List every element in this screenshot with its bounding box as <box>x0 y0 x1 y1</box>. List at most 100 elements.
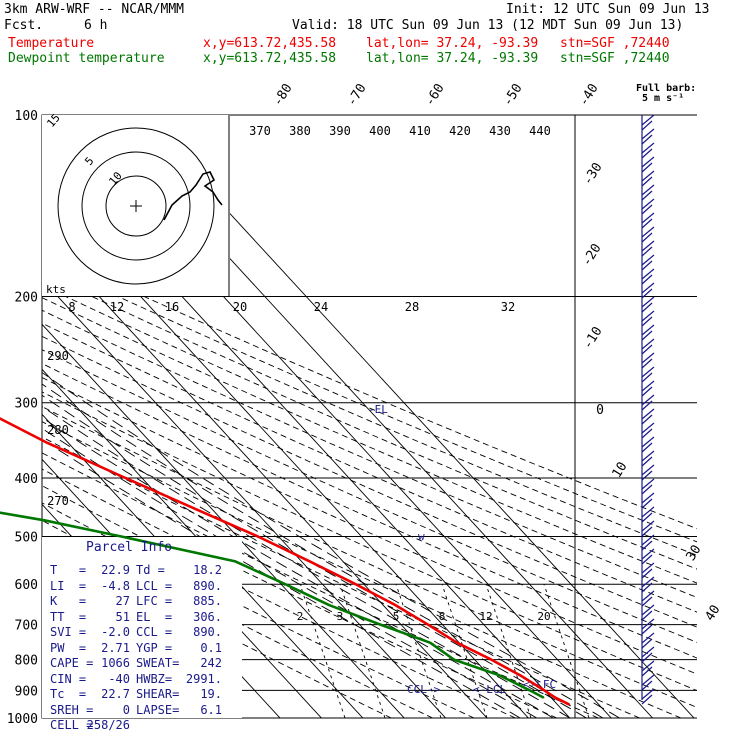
pressure-label-100: 100 <box>15 109 38 124</box>
isotherm-0 <box>42 233 488 718</box>
temperature-point-600 <box>354 583 357 585</box>
adiabat-420 <box>42 284 697 570</box>
barb-flag <box>641 688 655 700</box>
parcel-info-cell: LAPSE= <box>136 702 180 717</box>
parcel-info-cell: 242 <box>200 656 222 670</box>
barb-flag <box>641 156 655 168</box>
barb-flag <box>641 184 655 196</box>
barb-flag <box>641 274 653 285</box>
barb-flag <box>641 226 655 238</box>
barb-flag <box>641 548 655 560</box>
barb-flag <box>641 666 653 677</box>
pressure-label-700: 700 <box>15 619 38 634</box>
hodograph-axis-label-8: 8 <box>68 300 75 314</box>
barb-flag <box>641 436 655 448</box>
barb-flag <box>641 380 655 392</box>
mixing-ratio-5 <box>395 584 442 718</box>
parcel-info-cell: LI = <box>50 578 87 593</box>
forecast-label: Fcst. <box>4 18 44 33</box>
parcel-info-cell: CIN = <box>50 671 87 686</box>
dewpoint-point-800 <box>453 658 455 661</box>
barb-flag <box>641 610 653 621</box>
barb-flag <box>641 442 653 453</box>
barb-flag <box>641 162 653 173</box>
barb-legend-title: Full barb: <box>636 83 697 94</box>
adiabat-380 <box>42 335 697 628</box>
mixing-ratio-label-8: 8 <box>439 610 446 623</box>
hodograph-axis-label-28: 28 <box>405 300 419 314</box>
isotherm-label-30: 30 <box>684 543 705 564</box>
isotherm-label--70: -70 <box>344 81 369 109</box>
mixing-ratio-label-12: 12 <box>479 610 492 623</box>
hodograph-axis-label-20: 20 <box>233 300 247 314</box>
moist-adiabat-16 <box>42 416 554 718</box>
pressure-label-500: 500 <box>15 530 38 545</box>
parcel-info-cell: YGP = <box>136 640 173 655</box>
legend-temperature-latlon: lat,lon= 37.24, -93.39 <box>366 36 539 51</box>
adiabat-400 <box>42 309 697 598</box>
barb-flag <box>641 190 653 201</box>
lcl-marker: <-LCL <box>473 683 506 696</box>
temperature-point-550 <box>309 560 311 563</box>
barb-flag <box>641 450 655 462</box>
adiabat-340 <box>42 391 697 692</box>
barb-flag <box>641 352 655 364</box>
barb-flag <box>641 428 653 439</box>
dewpoint-point-900 <box>529 689 531 692</box>
barb-flag <box>641 372 653 383</box>
theta-side-label-270: 270 <box>47 494 69 508</box>
legend-dewpoint-xy: x,y=613.72,435.58 <box>203 51 337 66</box>
theta-label-380: 380 <box>289 124 311 138</box>
mixing-ratio-label-3: 3 <box>337 610 344 623</box>
barb-flag <box>641 694 653 705</box>
barb-flag <box>641 456 653 467</box>
moist-adiabat-12 <box>42 427 537 718</box>
barb-flag <box>641 660 655 672</box>
pressure-label-600: 600 <box>15 578 38 593</box>
barb-flag <box>641 674 655 686</box>
w-marker: w <box>418 530 425 543</box>
parcel-info-cell: EL = <box>136 609 173 624</box>
theta-label-370: 370 <box>249 124 271 138</box>
temperature-point-750 <box>456 641 458 644</box>
parcel-info-cell: LCL = <box>136 578 173 593</box>
barb-flag <box>641 562 655 574</box>
temperature-point-400 <box>124 477 127 479</box>
barb-flag <box>641 506 655 518</box>
barb-flag <box>641 204 653 215</box>
parcel-info-cell: CAPE = <box>50 656 94 670</box>
hodograph-axis-label-12: 12 <box>110 300 124 314</box>
barb-legend-value: 5 m s⁻¹ <box>642 93 685 104</box>
barb-flag <box>641 282 655 294</box>
barb-flag <box>641 568 653 579</box>
barb-flag <box>641 358 653 369</box>
barb-flag <box>641 646 655 658</box>
wind-barbs <box>641 114 655 705</box>
parcel-info-cell: Td = <box>136 563 165 577</box>
parcel-info-cell: SREH = <box>50 702 94 717</box>
mixing-ratio-label-2: 2 <box>297 610 304 623</box>
barb-flag <box>641 624 653 635</box>
parcel-info-cell: 27 <box>115 594 130 608</box>
parcel-info-cell: -2.0 <box>101 625 130 639</box>
barb-flag <box>641 394 655 406</box>
barb-flag <box>641 338 655 350</box>
dewpoint-point-470 <box>43 519 46 522</box>
adiabat-370 <box>42 349 697 643</box>
dewpoint-point-925 <box>542 696 545 699</box>
parcel-info-cell: PW = <box>50 640 87 655</box>
parcel-info-cell: 885. <box>193 594 222 608</box>
barb-flag <box>641 176 653 187</box>
temperature-point-900 <box>543 689 546 692</box>
theta-side-label-290: 290 <box>47 349 69 363</box>
dewpoint-point-550 <box>234 560 237 563</box>
barb-flag <box>641 128 655 140</box>
parcel-info-cell: 1066 <box>101 656 130 670</box>
dewpoint-profile <box>0 511 545 699</box>
parcel-info-cell: -4.8 <box>101 578 130 593</box>
parcel-info-cell: Tc = <box>50 687 87 701</box>
legend-temperature-stn: stn=SGF ,72440 <box>560 36 670 51</box>
barb-flag <box>641 142 655 154</box>
barb-flag <box>641 366 655 378</box>
